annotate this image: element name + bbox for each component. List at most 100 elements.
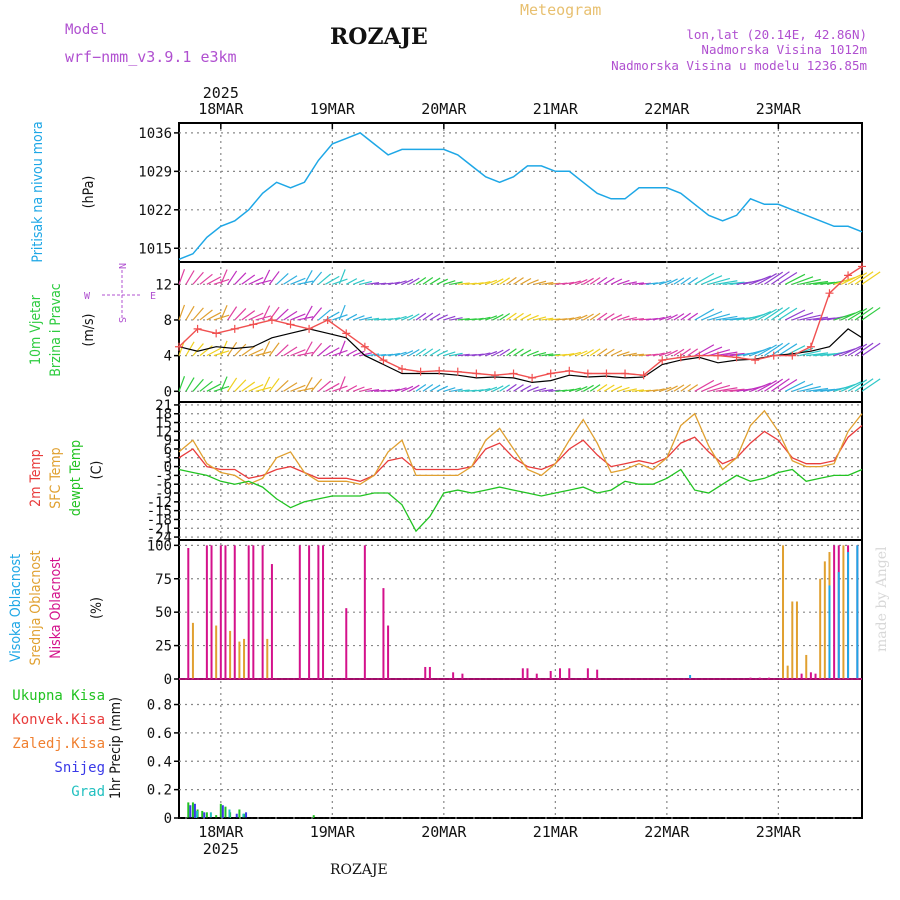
wind-barb — [415, 348, 427, 357]
wind-barb — [310, 307, 323, 321]
wind-barb — [303, 270, 313, 285]
cloud-bar-niska — [298, 545, 301, 679]
wind-barb — [310, 378, 323, 392]
panel-frame-pressure — [178, 122, 863, 263]
wind-barb — [652, 388, 665, 392]
cloud-bar-niska — [586, 668, 589, 679]
wind-barb — [792, 311, 814, 321]
cloud-bar-srednja — [819, 578, 822, 679]
bottom-day-label: 20MAR — [421, 823, 467, 841]
cloud-bar-visoka — [828, 585, 831, 679]
compass-s: S — [116, 317, 127, 323]
gust-marker — [639, 371, 648, 380]
wind-barb — [576, 385, 588, 392]
y-tick-label: 0 — [164, 672, 172, 688]
y-tick-label: 0.6 — [147, 726, 172, 742]
wind-barb — [310, 271, 323, 285]
wind-barb — [750, 275, 772, 285]
cloud-bar-niska — [387, 625, 390, 679]
wind-barb — [429, 313, 441, 321]
bottom-day-label: 22MAR — [644, 823, 690, 841]
wind-barb — [666, 314, 678, 321]
cloud-bar-niska — [308, 545, 311, 679]
wind-barb — [234, 272, 247, 285]
cloud-bar-srednja — [842, 545, 845, 679]
precip-bar — [235, 813, 238, 818]
gust-marker — [509, 369, 518, 378]
wind-barb — [241, 310, 256, 321]
wind-barb — [617, 386, 630, 392]
compass-e: E — [150, 291, 156, 302]
gust-marker — [676, 353, 685, 362]
wind-barb — [715, 387, 738, 392]
wind-barb — [861, 378, 881, 392]
gust-marker — [788, 351, 797, 360]
panel-frames — [178, 122, 863, 819]
wind-barb — [436, 314, 448, 321]
wind-barb — [436, 278, 448, 285]
wind-barb — [192, 343, 204, 357]
gust-marker — [858, 262, 866, 271]
wind-barb — [764, 271, 784, 285]
cloud-bar-niska — [322, 545, 325, 679]
wind-barb — [485, 315, 498, 321]
wind-barb — [345, 278, 358, 285]
wind-barb — [422, 276, 434, 285]
wind-barb — [659, 351, 672, 357]
wind-barb — [527, 314, 539, 321]
wind-barb — [241, 381, 256, 392]
y-tick-label: 12 — [155, 424, 172, 440]
pressure-ylabel: Pritisak na nivou mora — [30, 121, 46, 262]
wind-barb — [269, 306, 280, 321]
wind-barb — [394, 387, 407, 392]
wind-barb — [387, 352, 400, 357]
cloud-bar-niska — [526, 668, 529, 679]
cloud-bar-niska — [270, 564, 273, 679]
wind-barb — [680, 348, 691, 357]
cloud-panel — [179, 545, 862, 680]
wind-barb — [478, 388, 491, 392]
cloud-bar-niska — [558, 668, 561, 679]
gust-marker — [528, 373, 537, 382]
y-tick-label: 18 — [155, 407, 172, 423]
precip-bar — [242, 813, 245, 818]
wind-barb — [750, 311, 772, 321]
wind-barb — [471, 389, 484, 392]
wind-barb — [806, 352, 829, 357]
cloud-bar-niska — [363, 545, 366, 679]
precip-legend-item: Ukupna Kisa — [12, 688, 105, 704]
y-tick-label: 75 — [155, 572, 172, 588]
y-tick-label: 1036 — [138, 126, 172, 142]
wind-barb — [541, 281, 554, 285]
wind-barb — [199, 345, 213, 357]
wind-barb — [833, 312, 856, 321]
wind-barb — [833, 383, 856, 392]
top-day-label: 19MAR — [310, 100, 356, 118]
wind-barb — [283, 275, 298, 285]
wind-barb — [367, 353, 380, 357]
y-tick-label: 1015 — [138, 241, 172, 257]
altitude-text: Nadmorska Visina 1012m — [701, 42, 867, 57]
wind-barb — [534, 316, 547, 321]
precip-bar — [201, 810, 204, 818]
wind-barb — [206, 383, 222, 392]
wind-barb — [492, 349, 504, 357]
wind-barb — [541, 388, 554, 392]
wind-barb — [806, 316, 829, 321]
wind-barb — [680, 312, 691, 321]
wind-barb — [687, 277, 699, 285]
cloud-ylabel-low: Niska Oblacnost — [48, 557, 64, 659]
temp-ylabel-2m: 2m Temp — [28, 449, 44, 507]
wind-barb — [569, 351, 581, 357]
precip-ylabel: 1hr Precip (mm) — [108, 697, 124, 799]
wind-barb — [178, 304, 186, 321]
wind-barb — [290, 313, 306, 321]
wind-barb — [562, 388, 575, 392]
top-day-label: 18MAR — [198, 100, 244, 118]
compass-w: W — [84, 291, 91, 302]
wind-barb — [534, 387, 547, 392]
wind-barb — [541, 317, 554, 321]
wind-barb — [687, 348, 699, 357]
wind-barb — [589, 312, 601, 321]
